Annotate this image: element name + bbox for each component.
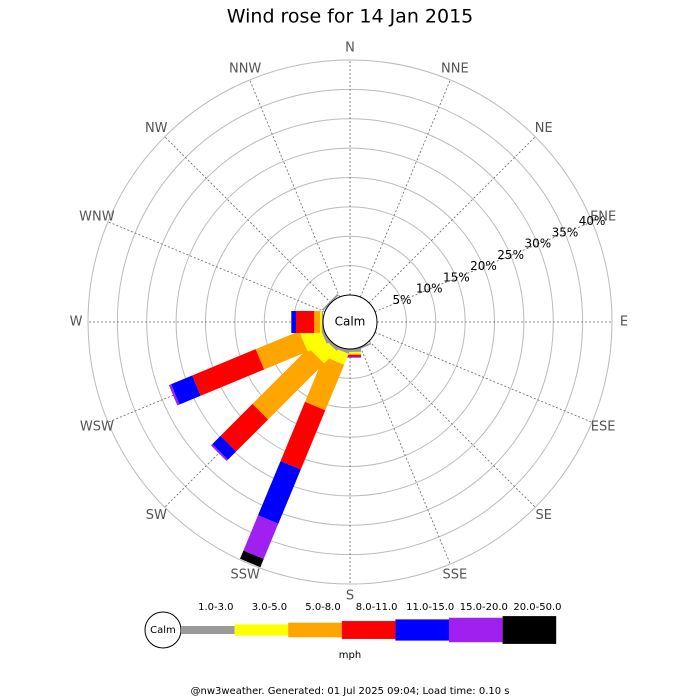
direction-label: NNW xyxy=(229,61,261,76)
wind-bar-segment xyxy=(171,375,201,405)
direction-label: E xyxy=(620,315,628,330)
calm-circle xyxy=(322,294,378,350)
legend-swatch xyxy=(395,619,449,641)
r-tick-label: 5% xyxy=(393,293,412,307)
r-tick-label: 10% xyxy=(416,282,443,296)
wind-bar-segment xyxy=(321,293,339,311)
spoke xyxy=(368,340,536,508)
r-tick-label: 35% xyxy=(552,225,579,239)
wind-bar-segment xyxy=(280,401,326,470)
legend-unit: mph xyxy=(339,650,361,661)
legend-calm-label: Calm xyxy=(150,625,176,636)
direction-label: ENE xyxy=(590,210,616,225)
direction-label: ESE xyxy=(591,419,616,434)
wind-bar-segment xyxy=(291,311,296,333)
direction-label: N xyxy=(345,41,355,56)
spoke xyxy=(368,136,536,304)
calm-label: Calm xyxy=(335,315,366,329)
legend-label: 20.0-50.0 xyxy=(513,602,561,613)
wind-bar-segment xyxy=(314,311,321,333)
legend-swatch xyxy=(181,626,235,634)
footer: @nw3weather. Generated: 01 Jul 2025 09:0… xyxy=(190,686,509,697)
legend-label: 15.0-20.0 xyxy=(460,602,508,613)
legend-swatch xyxy=(449,617,503,643)
legend-label: 5.0-8.0 xyxy=(305,602,340,613)
spoke xyxy=(359,79,451,298)
legend-label: 3.0-5.0 xyxy=(252,602,287,613)
legend-swatch xyxy=(502,616,557,644)
wind-bar-segment xyxy=(258,461,301,524)
wind-bar-segment xyxy=(296,311,315,333)
grid-ring xyxy=(263,235,437,409)
legend-swatch xyxy=(234,624,289,636)
r-tick-label: 40% xyxy=(579,214,606,228)
legend-label: 1.0-3.0 xyxy=(198,602,233,613)
spoke xyxy=(374,331,593,423)
r-tick-label: 25% xyxy=(497,248,524,262)
legend-swatch xyxy=(341,621,396,639)
wind-bar-segment xyxy=(320,311,322,333)
legend-label: 11.0-15.0 xyxy=(406,602,454,613)
wind-bar-segment xyxy=(255,331,308,370)
grid-ring xyxy=(175,147,525,497)
direction-label: NNE xyxy=(441,61,469,76)
wind-bar-segment xyxy=(240,550,264,568)
direction-label: SSE xyxy=(442,568,467,583)
wind-bar-segment xyxy=(252,347,325,420)
legend-label: 8.0-11.0 xyxy=(356,602,398,613)
spoke xyxy=(374,221,593,313)
grid-ring xyxy=(87,59,613,585)
wind-bar-segment xyxy=(211,444,228,461)
legend-swatch xyxy=(288,622,342,638)
direction-label: SE xyxy=(536,508,552,523)
wind-bar-segment xyxy=(168,384,180,406)
direction-label: W xyxy=(70,315,83,330)
direction-label: NW xyxy=(145,121,168,136)
wind-bar-segment xyxy=(305,356,345,411)
wind-bar-segment xyxy=(192,349,265,396)
direction-label: SW xyxy=(146,508,167,523)
direction-label: S xyxy=(346,589,354,604)
spoke xyxy=(164,136,332,304)
wind-bar-segment xyxy=(321,311,323,333)
r-tick-label: 15% xyxy=(443,270,470,284)
wind-bar-segment xyxy=(212,435,237,460)
direction-label: WSW xyxy=(80,419,114,434)
wind-bar-segment xyxy=(220,403,269,452)
direction-label: WNW xyxy=(79,210,115,225)
spoke xyxy=(249,79,341,298)
r-tick-label: 30% xyxy=(524,237,551,251)
direction-label: NE xyxy=(535,121,553,136)
chart-title: Wind rose for 14 Jan 2015 xyxy=(227,6,474,28)
direction-label: SSW xyxy=(230,568,260,583)
r-tick-label: 20% xyxy=(470,259,497,273)
spoke xyxy=(107,221,326,313)
spoke xyxy=(359,346,451,565)
wind-bar-segment xyxy=(243,515,279,559)
